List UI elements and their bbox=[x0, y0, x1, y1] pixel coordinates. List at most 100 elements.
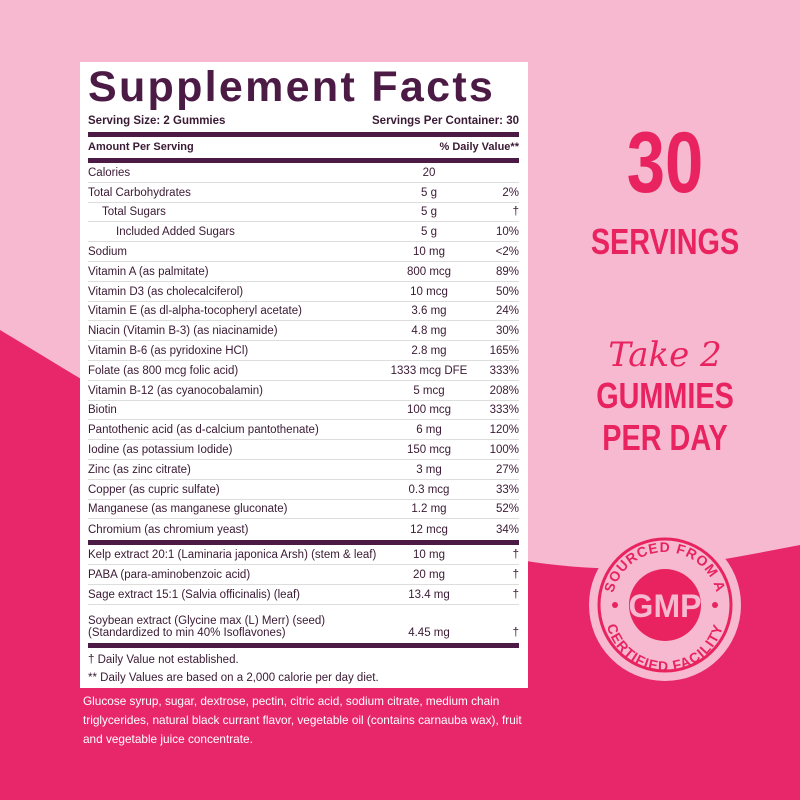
nutrient-daily-value: 89% bbox=[495, 265, 519, 278]
footnote: ** Daily Values are based on a 2,000 cal… bbox=[88, 671, 379, 684]
nutrient-amount: 20 bbox=[422, 166, 436, 179]
nutrient-amount: 4.45 mg bbox=[408, 626, 450, 639]
nutrient-amount: 20 mg bbox=[413, 568, 445, 581]
serving-size: Serving Size: 2 Gummies bbox=[88, 115, 226, 127]
nutrient-name: Chromium (as chromium yeast) bbox=[88, 524, 249, 537]
nutrient-daily-value: 33% bbox=[495, 483, 519, 496]
nutrient-name: Vitamin D3 (as cholecalciferol) bbox=[88, 285, 244, 298]
nutrient-amount: 3 mg bbox=[416, 463, 442, 476]
nutrient-name: Calories bbox=[88, 166, 131, 179]
table-row: PABA (para-aminobenzoic acid) 20 mg † bbox=[88, 565, 519, 585]
nutrient-name: Biotin bbox=[88, 404, 117, 417]
nutrient-name-line: (Standardized to min 40% Isoflavones) bbox=[88, 626, 286, 639]
nutrient-amount: 2.8 mg bbox=[411, 344, 447, 357]
nutrient-daily-value: 100% bbox=[489, 443, 519, 456]
divider bbox=[88, 158, 519, 163]
nutrient-name-line: Soybean extract (Glycine max (L) Merr) (… bbox=[88, 614, 326, 627]
footnote: † Daily Value not established. bbox=[88, 653, 239, 666]
badge-center-text: GMP bbox=[629, 588, 702, 624]
per-day-label: PER DAY bbox=[602, 417, 728, 458]
nutrient-daily-value: 52% bbox=[495, 503, 519, 516]
table-row: Biotin 100 mcg 333% bbox=[88, 401, 519, 421]
nutrient-daily-value: 165% bbox=[489, 344, 519, 357]
nutrient-name: PABA (para-aminobenzoic acid) bbox=[88, 568, 251, 581]
nutrient-amount: 5 g bbox=[421, 186, 437, 199]
table-row: Vitamin B-12 (as cyanocobalamin) 5 mcg 208… bbox=[88, 381, 519, 401]
daily-value-label: % Daily Value** bbox=[439, 141, 520, 153]
nutrient-daily-value: 333% bbox=[489, 404, 519, 417]
nutrient-amount: 1333 mcg DFE bbox=[390, 364, 468, 377]
table-row: Total Carbohydrates 5 g 2% bbox=[88, 183, 519, 203]
nutrient-amount: 10 mcg bbox=[410, 285, 448, 298]
nutrient-amount: 6 mg bbox=[416, 424, 442, 437]
nutrient-daily-value: 50% bbox=[495, 285, 519, 298]
nutrient-amount: 5 mcg bbox=[413, 384, 445, 397]
nutrient-amount: 150 mcg bbox=[406, 443, 452, 456]
panel-title: Supplement Facts bbox=[88, 63, 496, 111]
nutrient-amount: 10 mg bbox=[413, 245, 445, 258]
nutrient-name: Included Added Sugars bbox=[116, 226, 235, 239]
table-row: Copper (as cupric sulfate) 0.3 mcg 33% bbox=[88, 480, 519, 500]
table-row: Chromium (as chromium yeast) 12 mcg 34% bbox=[88, 519, 519, 539]
nutrient-name: Sodium bbox=[88, 245, 127, 258]
nutrient-name: Vitamin A (as palmitate) bbox=[88, 265, 209, 278]
nutrient-amount: 800 mcg bbox=[406, 265, 452, 278]
nutrient-name: Kelp extract 20:1 (Laminaria japonica Ar… bbox=[88, 548, 377, 561]
nutrient-amount: 5 g bbox=[421, 206, 437, 219]
nutrient-daily-value: † bbox=[512, 568, 519, 581]
nutrient-name: Niacin (Vitamin B-3) (as niacinamide) bbox=[88, 325, 278, 338]
nutrient-daily-value: 120% bbox=[489, 424, 519, 437]
servings-number: 30 bbox=[626, 115, 704, 211]
nutrient-table: Calories 20 Total Carbohydrates 5 g 2% Total … bbox=[88, 163, 519, 539]
supplement-facts-panel: Supplement Facts Serving Size: 2 Gummies… bbox=[80, 62, 528, 688]
nutrient-amount: 100 mcg bbox=[406, 404, 452, 417]
table-row: Soybean extract (Glycine max (L) Merr) (… bbox=[88, 605, 519, 642]
table-row: Iodine (as potassium Iodide) 150 mcg 100% bbox=[88, 440, 519, 460]
nutrient-name: Vitamin E (as dl-alpha-tocopheryl acetat… bbox=[88, 305, 302, 318]
table-row: Sodium 10 mg <2% bbox=[88, 242, 519, 262]
nutrient-name: Vitamin B-12 (as cyanocobalamin) bbox=[88, 384, 263, 397]
nutrient-daily-value: 208% bbox=[489, 384, 519, 397]
divider bbox=[88, 132, 519, 137]
table-row: Niacin (Vitamin B-3) (as niacinamide) 4.8… bbox=[88, 321, 519, 342]
nutrient-name: Pantothenic acid (as d-calcium pantothen… bbox=[88, 424, 319, 437]
nutrient-name: Vitamin B-6 (as pyridoxine HCl) bbox=[88, 344, 249, 357]
table-row: Kelp extract 20:1 (Laminaria japonica Ar… bbox=[88, 545, 519, 565]
table-row: Vitamin D3 (as cholecalciferol) 10 mcg 50% bbox=[88, 282, 519, 302]
nutrient-name: Total Sugars bbox=[102, 206, 166, 219]
nutrient-daily-value: 30% bbox=[495, 325, 519, 338]
nutrient-daily-value: † bbox=[512, 626, 519, 639]
table-row: Calories 20 bbox=[88, 163, 519, 183]
nutrient-amount: 1.2 mg bbox=[411, 503, 447, 516]
table-row: Total Sugars 5 g † bbox=[88, 203, 519, 223]
table-row: Vitamin B-6 (as pyridoxine HCl) 2.8 mg 165… bbox=[88, 341, 519, 361]
table-row: Included Added Sugars 5 g 10% bbox=[88, 222, 519, 243]
nutrient-name: Manganese (as manganese gluconate) bbox=[88, 503, 288, 516]
table-row: Folate (as 800 mcg folic acid) 1333 mcg D… bbox=[88, 361, 519, 381]
nutrient-amount: 0.3 mcg bbox=[408, 483, 450, 496]
nutrient-amount: 12 mcg bbox=[410, 524, 448, 537]
servings-label: SERVINGS bbox=[590, 221, 740, 262]
nutrient-daily-value: 10% bbox=[495, 226, 519, 239]
nutrient-daily-value: 333% bbox=[489, 364, 519, 377]
servings-per-container: Servings Per Container: 30 bbox=[372, 115, 519, 127]
nutrient-daily-value: † bbox=[512, 548, 519, 561]
other-ingredients-table: Kelp extract 20:1 (Laminaria japonica Ar… bbox=[88, 545, 519, 641]
nutrient-daily-value: 24% bbox=[495, 305, 519, 318]
nutrient-name: Folate (as 800 mcg folic acid) bbox=[88, 364, 239, 377]
amount-per-serving-label: Amount Per Serving bbox=[88, 141, 194, 153]
take-label: Take 2 bbox=[608, 335, 722, 375]
nutrient-name: Total Carbohydrates bbox=[88, 186, 191, 199]
nutrient-daily-value: 34% bbox=[495, 524, 519, 537]
table-row: Pantothenic acid (as d-calcium pantothen… bbox=[88, 420, 519, 441]
gmp-badge: SOURCED FROM A CERTIFIED FACILITY GMP bbox=[589, 529, 741, 681]
table-row: Zinc (as zinc citrate) 3 mg 27% bbox=[88, 460, 519, 480]
column-header: Amount Per Serving % Daily Value** bbox=[88, 141, 519, 153]
nutrient-daily-value: † bbox=[512, 206, 519, 219]
gummies-label: GUMMIES bbox=[596, 375, 734, 416]
serving-info: Serving Size: 2 Gummies Servings Per Con… bbox=[88, 115, 519, 127]
nutrient-daily-value: <2% bbox=[495, 245, 519, 258]
nutrient-daily-value: 2% bbox=[502, 186, 519, 199]
nutrient-name: Soybean extract (Glycine max (L) Merr) (… bbox=[88, 615, 379, 639]
nutrient-name: Zinc (as zinc citrate) bbox=[88, 463, 191, 476]
